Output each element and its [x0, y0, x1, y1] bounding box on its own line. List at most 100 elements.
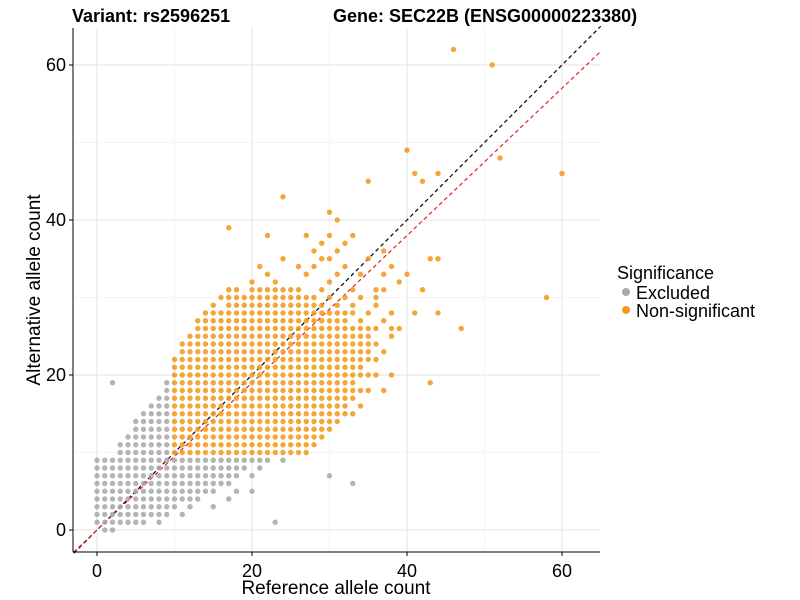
point-non-significant-311 [288, 395, 294, 401]
point-non-significant-109 [218, 387, 224, 394]
point-non-significant-1 [171, 442, 178, 448]
point-non-significant-120 [218, 294, 224, 301]
point-non-significant-60 [195, 325, 201, 332]
point-non-significant-421 [326, 380, 333, 386]
point-excluded-32 [117, 504, 123, 510]
point-non-significant-48 [195, 418, 201, 425]
point-non-significant-374 [311, 426, 317, 432]
point-excluded-46 [125, 480, 131, 487]
point-excluded-68 [140, 511, 147, 518]
point-non-significant-417 [326, 411, 333, 417]
point-non-significant-338 [295, 356, 302, 363]
point-non-significant-182 [241, 325, 247, 332]
point-non-significant-366 [303, 318, 309, 324]
point-non-significant-427 [326, 333, 333, 339]
point-non-significant-473 [350, 395, 356, 401]
point-excluded-65 [133, 426, 139, 432]
point-non-significant-201 [249, 341, 255, 347]
point-non-significant-295 [280, 333, 286, 339]
point-non-significant-190 [249, 426, 255, 432]
point-non-significant-199 [249, 356, 255, 363]
point-non-significant-172 [241, 403, 247, 409]
point-non-significant-289 [280, 380, 286, 386]
point-non-significant-433 [326, 256, 333, 262]
point-excluded-148 [187, 488, 193, 494]
point-non-significant-62 [202, 449, 209, 456]
point-non-significant-489 [357, 372, 364, 378]
point-non-significant-149 [233, 411, 240, 417]
point-non-significant-250 [264, 318, 271, 324]
point-non-significant-513 [373, 302, 379, 308]
point-non-significant-313 [288, 380, 294, 386]
point-non-significant-399 [319, 395, 325, 401]
point-excluded-176 [226, 473, 232, 479]
point-non-significant-19 [179, 403, 185, 409]
point-excluded-140 [179, 496, 185, 502]
point-excluded-136 [171, 473, 178, 479]
point-excluded-7 [94, 465, 100, 471]
point-excluded-166 [210, 480, 216, 487]
point-non-significant-155 [233, 364, 240, 370]
point-non-significant-74 [202, 356, 209, 363]
point-non-significant-276 [272, 302, 278, 308]
point-excluded-40 [117, 442, 123, 448]
point-non-significant-463 [342, 349, 348, 355]
point-non-significant-333 [295, 395, 302, 401]
point-excluded-4 [94, 488, 100, 494]
point-non-significant-192 [249, 411, 255, 417]
point-non-significant-434 [326, 232, 333, 239]
point-non-significant-426 [326, 341, 333, 347]
point-non-significant-157 [233, 349, 240, 355]
point-non-significant-125 [226, 418, 232, 425]
point-non-significant-406 [319, 341, 325, 347]
point-non-significant-168 [241, 434, 247, 440]
point-non-significant-337 [295, 364, 302, 370]
point-non-significant-41 [187, 349, 193, 355]
point-non-significant-383 [311, 356, 317, 363]
point-non-significant-65 [202, 426, 209, 432]
point-excluded-130 [164, 387, 170, 394]
point-non-significant-262 [272, 411, 278, 417]
point-non-significant-184 [241, 310, 247, 316]
point-non-significant-318 [288, 341, 294, 347]
point-non-significant-59 [195, 333, 201, 339]
point-non-significant-501 [365, 356, 371, 363]
point-non-significant-144 [233, 449, 240, 456]
point-non-significant-377 [311, 403, 317, 409]
point-non-significant-100 [210, 302, 216, 308]
point-excluded-155 [195, 480, 201, 487]
point-excluded-89 [148, 457, 154, 463]
point-non-significant-348 [295, 263, 302, 270]
point-excluded-117 [164, 488, 170, 494]
point-non-significant-76 [202, 341, 209, 347]
point-non-significant-450 [334, 310, 340, 316]
point-excluded-102 [156, 480, 162, 487]
point-non-significant-243 [264, 372, 271, 378]
point-non-significant-238 [264, 411, 271, 417]
point-excluded-121 [164, 457, 170, 463]
point-excluded-133 [171, 496, 178, 502]
point-non-significant-166 [241, 449, 247, 456]
point-excluded-131 [164, 380, 170, 386]
point-non-significant-187 [249, 449, 255, 456]
point-non-significant-132 [226, 364, 232, 370]
point-non-significant-326 [295, 449, 302, 456]
point-excluded-47 [125, 473, 131, 479]
point-non-significant-219 [257, 380, 263, 386]
point-non-significant-511 [373, 341, 379, 347]
point-non-significant-314 [288, 372, 294, 378]
legend-swatch-non-significant [622, 306, 630, 314]
point-excluded-110 [156, 418, 162, 425]
point-excluded-18 [102, 457, 108, 463]
point-non-significant-370 [303, 271, 309, 277]
point-non-significant-478 [350, 356, 356, 363]
title-variant: Variant: rs2596251 [72, 6, 230, 26]
point-non-significant-71 [202, 380, 209, 386]
point-non-significant-516 [381, 387, 387, 394]
point-non-significant-522 [388, 372, 395, 378]
point-non-significant-541 [458, 325, 464, 332]
point-non-significant-437 [334, 411, 340, 417]
point-non-significant-94 [210, 349, 216, 355]
point-non-significant-237 [264, 418, 271, 425]
point-non-significant-320 [288, 325, 294, 332]
